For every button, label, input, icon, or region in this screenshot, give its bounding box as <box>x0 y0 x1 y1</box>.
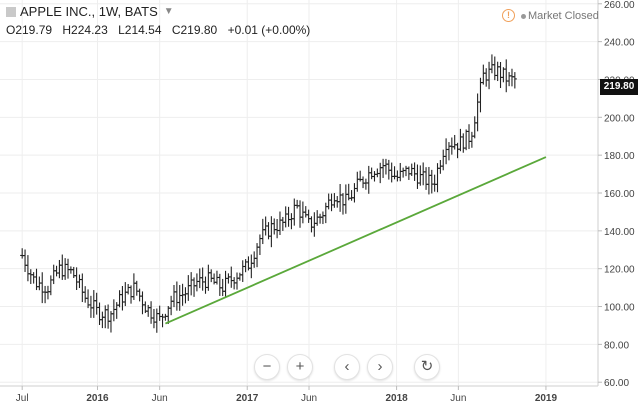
symbol-row[interactable]: APPLE INC., 1W, BATS ▼ <box>6 4 317 19</box>
change-value: +0.01 (+0.00%) <box>227 23 311 37</box>
reset-icon[interactable]: ↻ <box>414 354 440 380</box>
time-axis: Jul 2016 Jun 2017 Jun 2018 Jun 2019 <box>0 385 598 404</box>
price-axis: 60.00 80.00 100.00 120.00 140.00 160.00 180.00… <box>597 0 635 389</box>
ohlc-bars <box>20 54 517 333</box>
low-value: L214.54 <box>118 23 162 37</box>
x-tick-label: 2017 <box>236 393 259 404</box>
symbol-title[interactable]: APPLE INC., 1W, BATS <box>20 4 158 19</box>
zoom-out-icon[interactable]: − <box>254 354 280 380</box>
scroll-right-icon[interactable]: › <box>367 354 393 380</box>
close-value: C219.80 <box>171 23 218 37</box>
y-tick-label: 60.00 <box>604 378 629 389</box>
x-tick-label: 2019 <box>535 393 558 404</box>
y-tick-label: 180.00 <box>604 151 635 162</box>
y-tick-label: 200.00 <box>604 113 635 124</box>
open-value: O219.79 <box>6 23 53 37</box>
warning-icon[interactable]: ! <box>502 9 515 22</box>
ohlc-readout: O219.79 H224.23 L214.54 C219.80 +0.01 (+… <box>6 23 317 37</box>
y-tick-label: 100.00 <box>604 303 635 314</box>
x-tick-label: Jun <box>152 393 168 404</box>
market-status-label: Market Closed <box>528 9 599 22</box>
last-price-tag: 219.80 <box>600 79 638 95</box>
x-tick-label: Jun <box>450 393 466 404</box>
app-icon <box>6 6 16 17</box>
market-status: ! Market Closed <box>502 9 599 22</box>
high-value: H224.23 <box>62 23 108 37</box>
status-dot-icon <box>521 13 526 19</box>
chart-grid <box>0 0 598 386</box>
x-tick-label: Jun <box>301 393 317 404</box>
chart-controls: − + ‹ › ↻ <box>254 354 440 380</box>
x-tick-label: 2016 <box>86 393 109 404</box>
y-tick-label: 80.00 <box>604 340 629 351</box>
y-tick-label: 240.00 <box>604 38 635 49</box>
scroll-left-icon[interactable]: ‹ <box>334 354 360 380</box>
zoom-in-icon[interactable]: + <box>287 354 313 380</box>
y-tick-label: 140.00 <box>604 227 635 238</box>
y-tick-label: 160.00 <box>604 189 635 200</box>
y-tick-label: 260.00 <box>604 0 635 11</box>
x-tick-label: 2018 <box>385 393 408 404</box>
trendline-layer <box>165 156 547 325</box>
x-tick-label: Jul <box>16 393 29 404</box>
chart-header: APPLE INC., 1W, BATS ▼ O219.79 H224.23 L… <box>6 4 317 37</box>
chevron-down-icon[interactable]: ▼ <box>163 6 174 17</box>
y-tick-label: 120.00 <box>604 265 635 276</box>
trendline[interactable] <box>165 156 547 325</box>
